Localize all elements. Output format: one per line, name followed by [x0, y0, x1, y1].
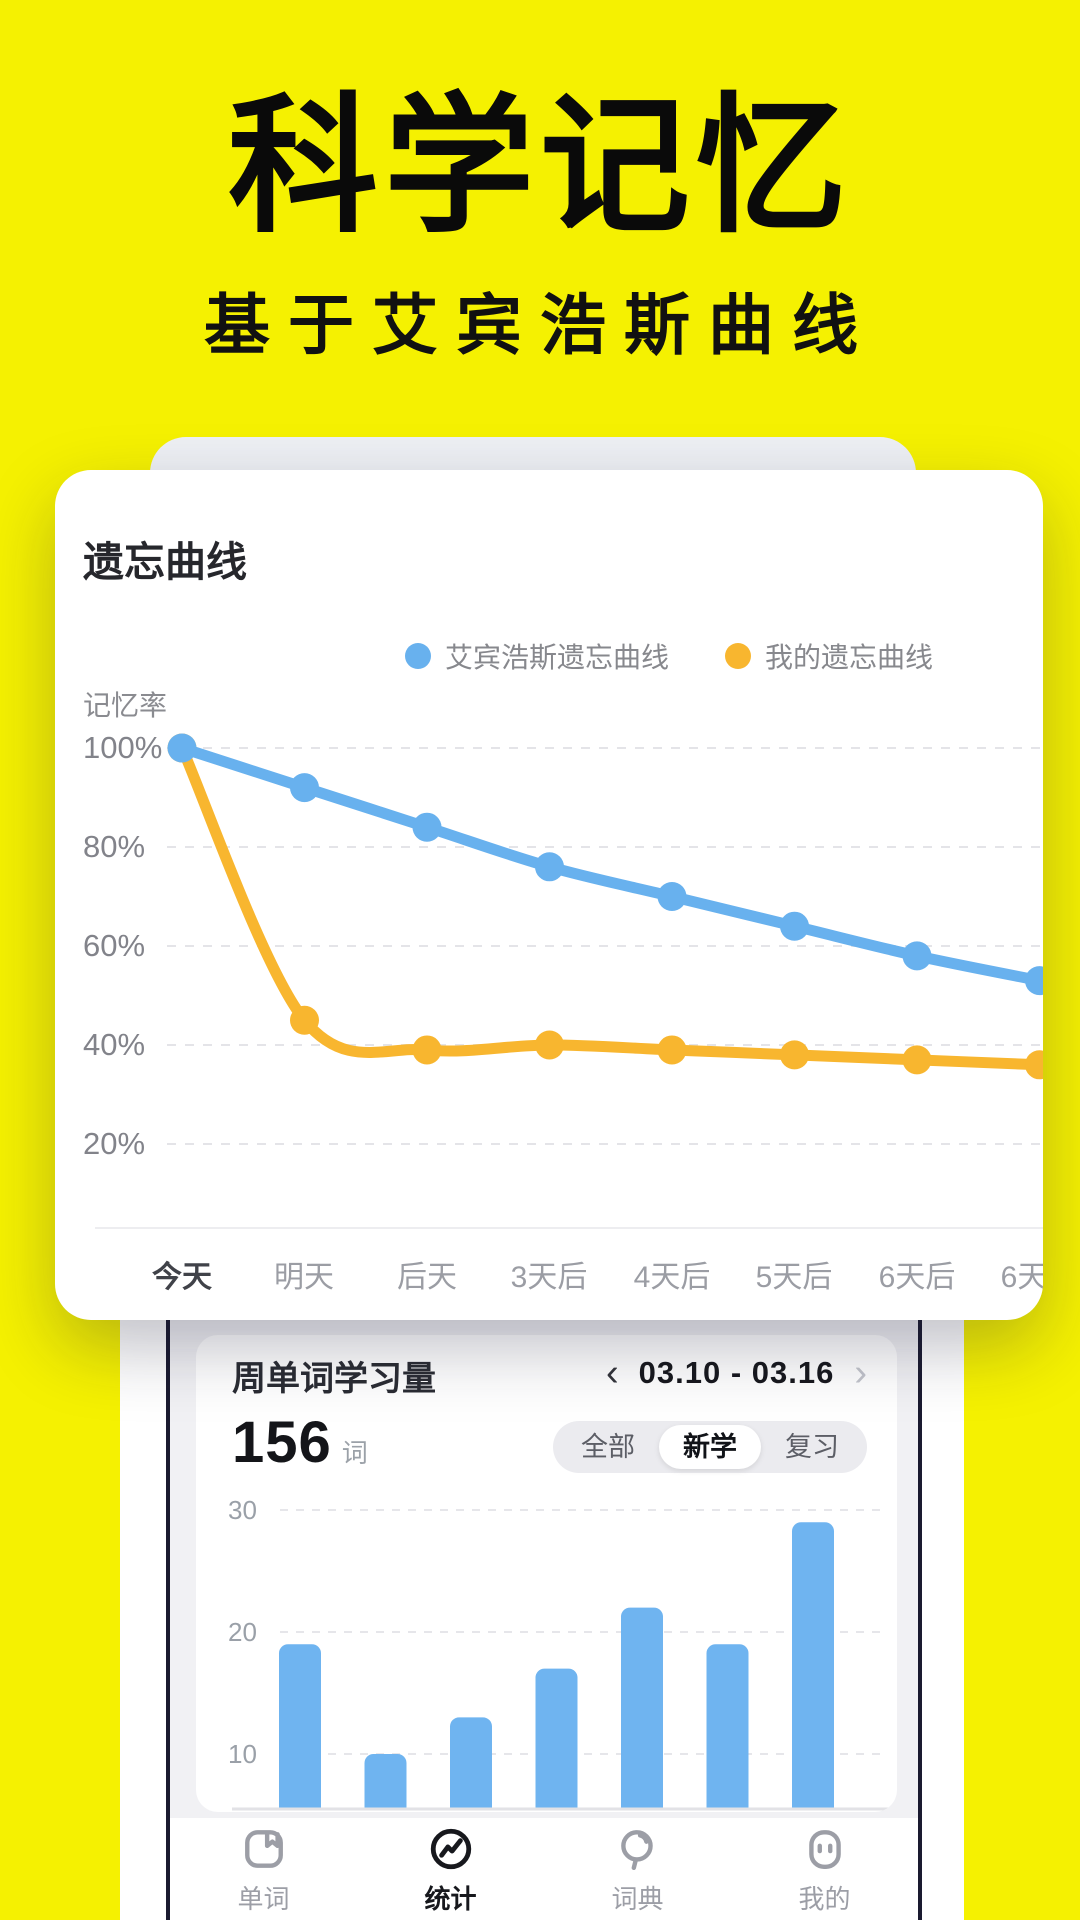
legend-label: 我的遗忘曲线: [765, 642, 934, 673]
prev-week-button[interactable]: ‹: [605, 1352, 619, 1394]
book-icon: [241, 1826, 287, 1877]
tab-profile-label: 我的: [798, 1884, 851, 1914]
bar-ytick-30: 30: [228, 1495, 257, 1525]
chart-legend: 艾宾浩斯遗忘曲线 我的遗忘曲线: [405, 636, 933, 676]
weekly-study-card: 周单词学习量 ‹ 03.10 - 03.16 › 156 词 全部 新学 复习 …: [196, 1335, 897, 1812]
x-axis-label: 4天后: [633, 1261, 711, 1294]
word-count-unit: 词: [341, 1438, 368, 1468]
weekly-bar-chart: [232, 1509, 892, 1811]
forgetting-curve-card: 遗忘曲线 艾宾浩斯遗忘曲线 我的遗忘曲线 记忆率 100% 80% 60% 40…: [55, 470, 1043, 1320]
next-week-button[interactable]: ›: [854, 1352, 867, 1394]
stats-icon: [428, 1826, 474, 1877]
word-count-value: 156: [232, 1410, 332, 1475]
tab-all[interactable]: 全部: [581, 1432, 635, 1462]
tab-words-label: 单词: [237, 1884, 290, 1914]
x-axis-label: 明天: [274, 1261, 334, 1294]
profile-icon: [802, 1826, 848, 1877]
weekly-card-title: 周单词学习量: [232, 1360, 436, 1398]
date-range-nav: ‹ 03.10 - 03.16 ›: [606, 1353, 867, 1393]
tab-stats-label: 统计: [424, 1884, 477, 1914]
ytick-40: 40%: [83, 1027, 146, 1062]
ytick-60: 60%: [83, 928, 146, 963]
legend-dot: [405, 643, 431, 669]
tab-stats[interactable]: 统计: [357, 1818, 544, 1920]
x-axis-label: 6天后: [1000, 1261, 1043, 1294]
forgetting-card-title: 遗忘曲线: [83, 539, 247, 585]
x-axis-label: 3天后: [510, 1261, 588, 1294]
legend-label: 艾宾浩斯遗忘曲线: [445, 642, 670, 673]
hero-subtitle: 基于艾宾浩斯曲线: [204, 288, 876, 362]
tab-dictionary[interactable]: 词典: [544, 1818, 731, 1920]
filter-segmented-control: 全部 新学 复习: [553, 1421, 867, 1473]
x-axis-label: 后天: [397, 1261, 457, 1294]
hero-title: 科学记忆: [227, 82, 852, 250]
legend-item-ebbinghaus: 艾宾浩斯遗忘曲线: [405, 636, 669, 676]
ytick-80: 80%: [83, 829, 146, 864]
tab-profile[interactable]: 我的: [731, 1818, 918, 1920]
bottom-tab-bar: 单词 统计 词典: [170, 1818, 918, 1920]
y-axis-title: 记忆率: [83, 690, 168, 721]
date-range-label: 03.10 - 03.16: [638, 1355, 835, 1390]
tab-words[interactable]: 单词: [170, 1818, 357, 1920]
forgetting-line-chart: [95, 733, 1043, 1229]
ytick-100: 100%: [83, 730, 163, 765]
legend-item-mine: 我的遗忘曲线: [725, 636, 933, 676]
word-count-row: 156 词: [232, 1409, 368, 1476]
bar-ytick-10: 10: [228, 1739, 257, 1769]
dictionary-search-icon: [615, 1826, 661, 1877]
tab-new[interactable]: 新学: [659, 1425, 761, 1469]
ytick-20: 20%: [83, 1126, 146, 1161]
x-axis-label: 今天: [152, 1261, 212, 1294]
legend-dot: [725, 643, 752, 669]
x-axis-label: 6天后: [878, 1261, 956, 1294]
tab-review[interactable]: 复习: [785, 1432, 839, 1462]
bar-ytick-20: 20: [228, 1617, 257, 1647]
x-axis-label: 5天后: [755, 1261, 833, 1294]
tab-dictionary-label: 词典: [611, 1884, 664, 1914]
